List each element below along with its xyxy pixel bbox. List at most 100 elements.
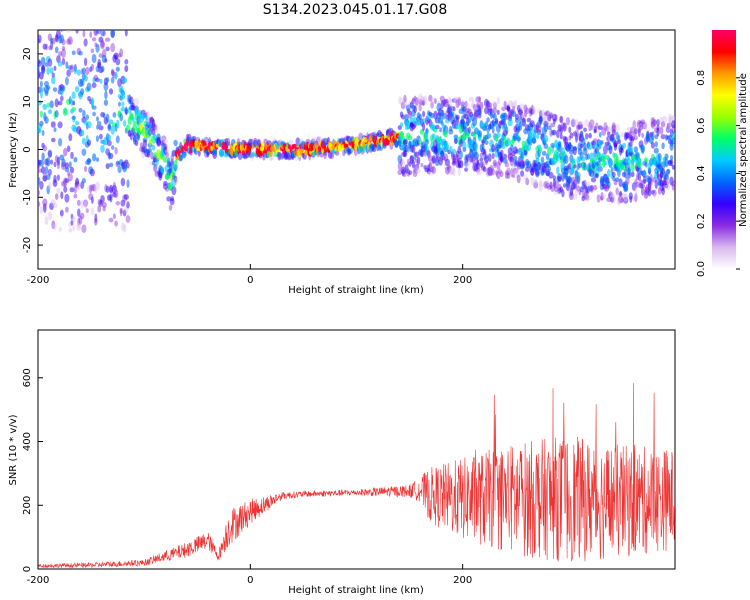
spectrogram-blob [399, 122, 404, 127]
spectrogram-blob [98, 125, 104, 131]
spectrogram-blob [620, 197, 624, 204]
spectrogram-blob [484, 121, 489, 128]
spectrogram-blob [534, 178, 538, 188]
spectrogram-blob [650, 121, 656, 129]
spectrogram-blob [643, 157, 649, 163]
spectrogram-blob [457, 96, 461, 106]
spectrogram-blob [125, 215, 131, 223]
spectrogram-blob [540, 109, 545, 117]
spectrogram-blob [506, 163, 511, 172]
spectrogram-blob [173, 164, 178, 169]
spectrogram-blob [484, 154, 489, 160]
spectrogram-blob [401, 159, 405, 168]
spectrogram-blob [163, 138, 168, 144]
spectrogram-blob [547, 146, 552, 156]
spectrogram-blob [588, 122, 592, 132]
spectrogram-blob [635, 121, 641, 131]
spectrogram-blob [83, 38, 88, 47]
spectrogram-blob [73, 0, 77, 6]
spectrogram-blob [124, 59, 129, 65]
spectrogram-blob [100, 144, 105, 153]
spectrogram-blob [132, 124, 138, 133]
spectrogram-blob [575, 132, 578, 142]
spectrogram-blob [668, 113, 672, 122]
spectrogram-blob [654, 179, 658, 189]
spectrogram-blob [453, 138, 458, 145]
spectrogram-blob [62, 147, 68, 157]
spectrogram-blob [50, 40, 54, 51]
spectrogram-blob [62, 107, 68, 117]
spectrogram-blob [496, 161, 501, 171]
spectrogram-blob [563, 183, 567, 188]
spectrogram-blob [148, 147, 152, 153]
spectrogram-blob [97, 205, 102, 213]
spectrogram-blob [510, 144, 514, 152]
spectrogram-blob [226, 141, 231, 147]
spectrogram-blob [110, 42, 116, 53]
spectrogram-blob [413, 105, 417, 114]
spectrogram-blob [634, 178, 638, 185]
spectrogram-blob [178, 154, 183, 161]
spectrogram-blob [641, 132, 645, 138]
spectrogram-blob [603, 145, 608, 155]
spectrogram-blob [119, 48, 124, 58]
spectrogram-blob [571, 119, 576, 128]
spectrogram-blob [252, 151, 256, 157]
spectrogram-blob [102, 112, 106, 119]
spectrogram-blob [99, 133, 103, 140]
spectrogram-blob [38, 100, 42, 106]
spectrogram-blob [608, 159, 613, 169]
spectrogram-blob [404, 164, 409, 174]
spectrogram-blob [86, 82, 92, 92]
spectrogram-blob [99, 78, 103, 84]
spectrogram-blob [491, 152, 495, 160]
spectrogram-blob [608, 193, 613, 199]
snr-x-label: Height of straight line (km) [288, 585, 424, 596]
spectrogram-blob [119, 113, 123, 122]
spectrogram-blob [574, 119, 579, 128]
spectrogram-blob [63, 17, 67, 23]
spectrogram-blob [481, 166, 485, 173]
spectrogram-blob [438, 156, 444, 166]
spectrogram-blob [400, 166, 406, 175]
spectrogram-x-tick-label: 200 [453, 275, 472, 286]
spectrogram-blob [46, 66, 50, 76]
spectrogram-blob [73, 193, 78, 199]
spectrogram-blob [42, 103, 48, 110]
spectrogram-blob [460, 101, 466, 107]
spectrogram-blob [506, 137, 511, 147]
spectrogram-blob [51, 72, 55, 78]
spectrogram-blob [173, 139, 178, 147]
spectrogram-blob [92, 183, 97, 192]
spectrogram-blob [118, 15, 121, 24]
spectrogram-blob [634, 128, 638, 135]
spectrogram-blob [476, 159, 480, 166]
snr-x-tick-label: 0 [247, 575, 253, 586]
spectrogram-blob [586, 195, 591, 202]
spectrogram-blob [618, 195, 623, 204]
spectrogram-blob [89, 5, 93, 14]
spectrogram-blob [83, 200, 88, 210]
spectrogram-blob [519, 103, 525, 110]
spectrogram-blob [609, 191, 615, 201]
spectrogram-blob [66, 145, 71, 153]
spectrogram-blob [166, 196, 172, 202]
spectrogram-blob [426, 168, 431, 175]
spectrogram-blob [426, 163, 431, 171]
spectrogram-blob [468, 96, 474, 102]
spectrogram-blob [120, 91, 126, 100]
spectrogram-blob [570, 117, 576, 128]
spectrogram-blob [98, 53, 104, 58]
spectrogram-blob [623, 196, 629, 204]
spectrogram-blob [429, 112, 435, 119]
spectrogram-blob [501, 106, 506, 112]
spectrogram-blob [611, 171, 616, 178]
spectrogram-blob [434, 98, 437, 105]
spectrogram-blob [600, 192, 604, 201]
spectrogram-blob [579, 120, 584, 127]
spectrogram-blob [499, 149, 504, 158]
spectrogram-blob [73, 157, 78, 163]
spectrogram-blob [66, 2, 70, 9]
spectrogram-blob [414, 151, 419, 159]
spectrogram-blob [666, 183, 671, 191]
